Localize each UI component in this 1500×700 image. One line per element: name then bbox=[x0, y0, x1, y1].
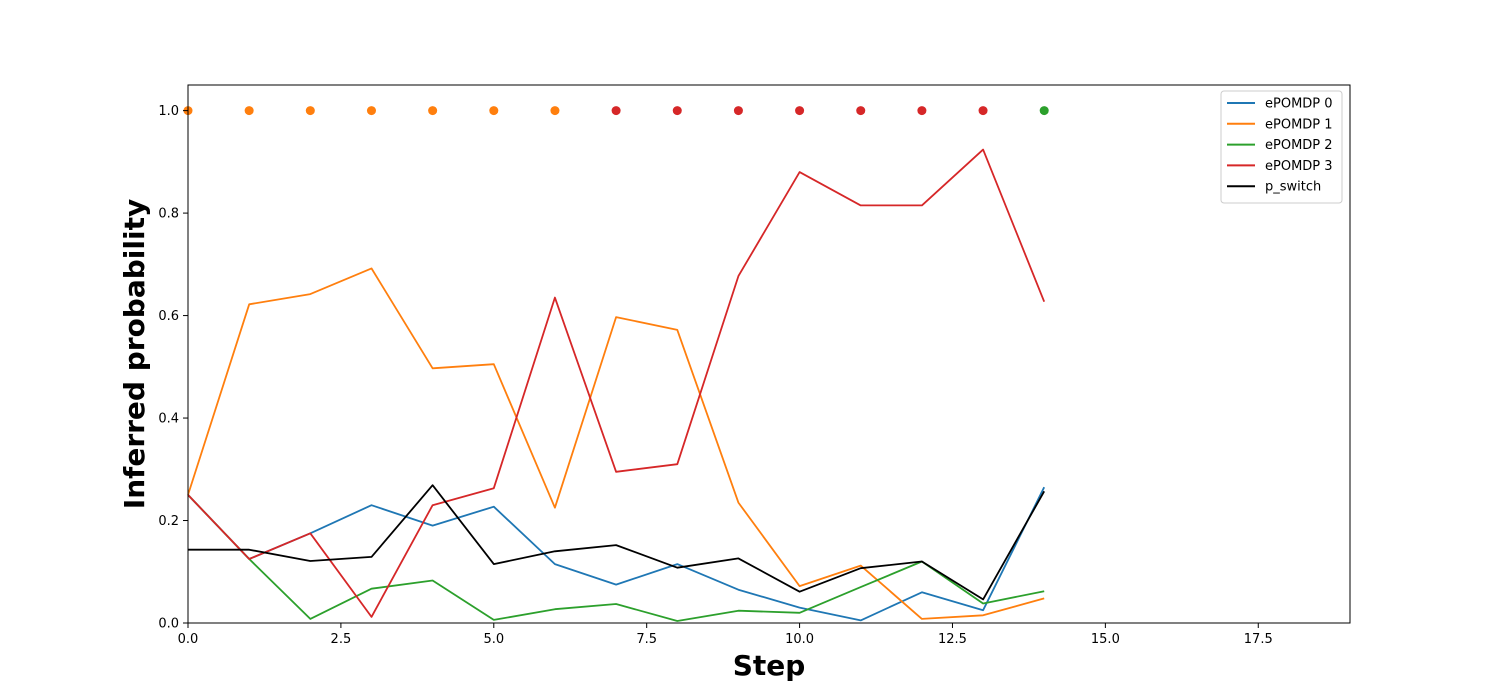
legend-label: p_switch bbox=[1265, 180, 1321, 195]
axes: 0.0 2.5 5.0 7.5 10.0 12.5 15.0 17.5 0.0 0.2 0.4 0.6… bbox=[158, 84, 1351, 647]
legend-box bbox=[1220, 90, 1343, 204]
series-line-epomdp-1 bbox=[187, 267, 1045, 620]
y-tick-label: 0.6 bbox=[158, 309, 179, 324]
x-axis-title: Step bbox=[733, 649, 806, 682]
marker-point bbox=[428, 106, 438, 116]
y-tick-label: 1.0 bbox=[158, 104, 179, 119]
marker-point bbox=[1039, 106, 1049, 116]
marker-point bbox=[366, 106, 376, 116]
x-tick-label: 5.0 bbox=[483, 632, 504, 647]
x-tick-label: 7.5 bbox=[636, 632, 657, 647]
series-line-p_switch bbox=[188, 484, 1045, 601]
plot-area bbox=[183, 106, 1049, 622]
series-line-epomdp-3 bbox=[187, 148, 1046, 618]
marker-point bbox=[733, 106, 743, 116]
marker-point bbox=[917, 106, 927, 116]
marker-point bbox=[795, 106, 805, 116]
legend-label: ePOMDP 3 bbox=[1265, 159, 1333, 174]
x-tick-label: 2.5 bbox=[331, 632, 352, 647]
legend: ePOMDP 0 ePOMDP 1 ePOMDP 2 ePOMDP 3 p_switch bbox=[1220, 90, 1343, 204]
marker-point bbox=[672, 106, 682, 116]
x-tick-label: 0.0 bbox=[178, 632, 199, 647]
plot-frame bbox=[187, 84, 1351, 624]
marker-point bbox=[489, 106, 499, 116]
legend-label: ePOMDP 1 bbox=[1265, 117, 1333, 132]
marker-point bbox=[611, 106, 621, 116]
y-tick-label: 0.4 bbox=[158, 412, 179, 427]
marker-point bbox=[244, 106, 254, 116]
y-tick-label: 0.2 bbox=[158, 514, 179, 529]
legend-label: ePOMDP 0 bbox=[1265, 97, 1333, 112]
marker-point bbox=[550, 106, 560, 116]
marker-point bbox=[978, 106, 988, 116]
x-tick-label: 17.5 bbox=[1244, 632, 1273, 647]
marker-point bbox=[305, 106, 315, 116]
marker-point bbox=[856, 106, 866, 116]
y-tick-label: 0.0 bbox=[158, 617, 179, 632]
series-line-epomdp-2 bbox=[187, 494, 1045, 622]
legend-label: ePOMDP 2 bbox=[1265, 138, 1333, 153]
x-tick-label: 10.0 bbox=[785, 632, 814, 647]
y-axis-title: Inferred probability bbox=[118, 199, 151, 509]
x-tick-label: 12.5 bbox=[938, 632, 967, 647]
y-tick-label: 0.8 bbox=[158, 207, 179, 222]
x-tick-label: 15.0 bbox=[1091, 632, 1120, 647]
